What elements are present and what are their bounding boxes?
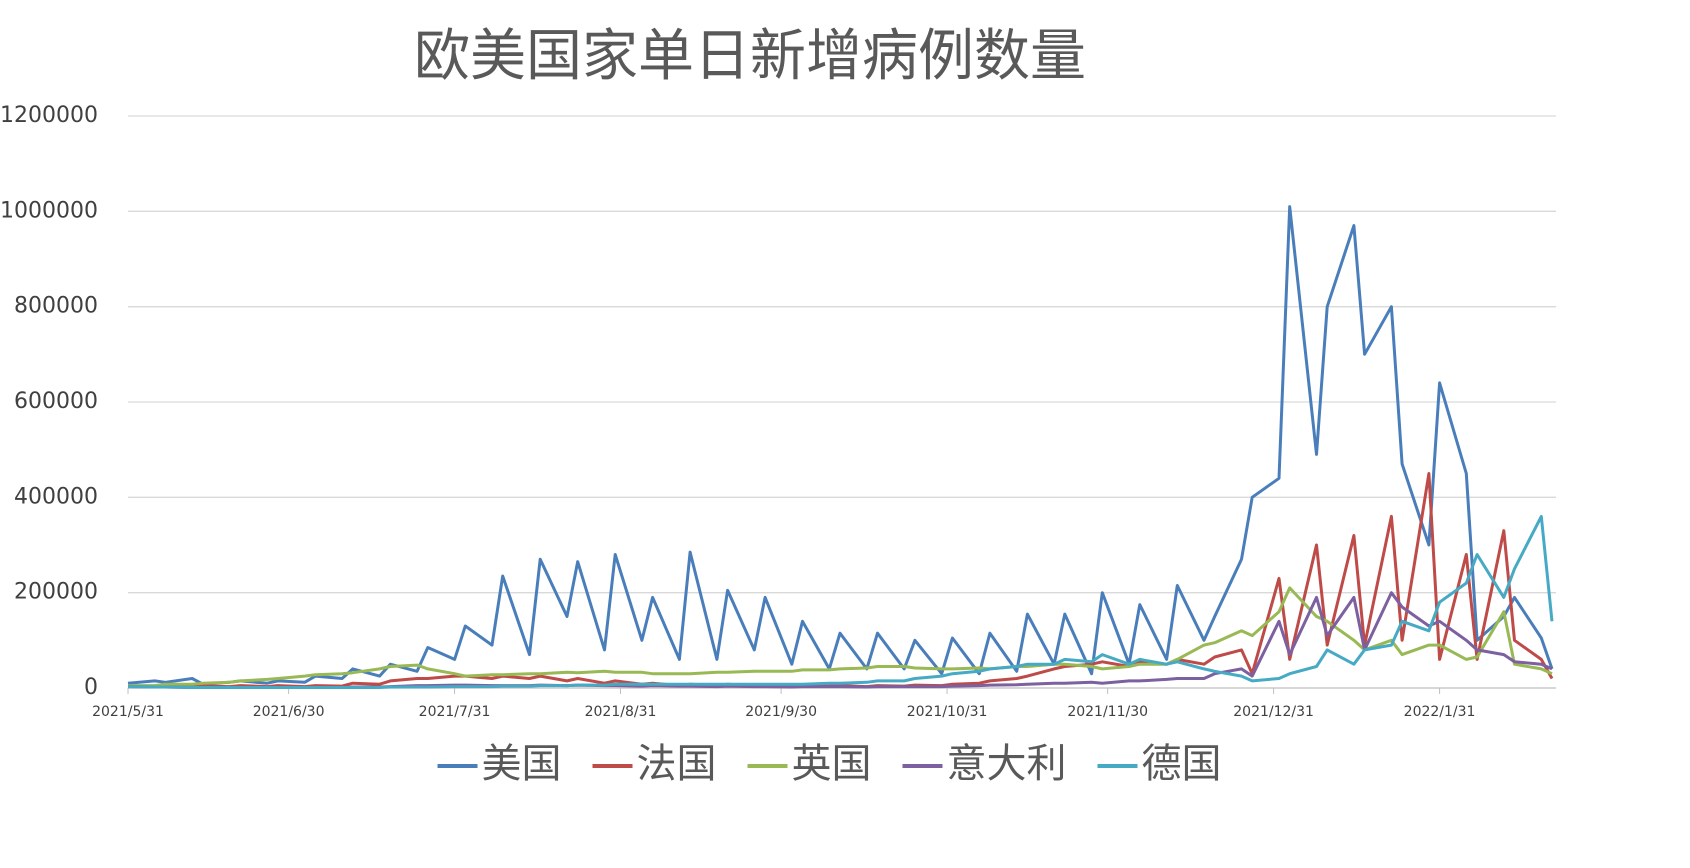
x-tick-label: 2021/10/31 [907,704,988,720]
x-tick-label: 2021/6/30 [253,704,325,720]
x-tick-label: 2021/5/31 [92,704,164,720]
x-tick-label: 2021/8/31 [585,704,657,720]
legend-label: 法国 [637,741,717,787]
series-line [127,514,1554,689]
y-tick-label: 800000 [14,294,98,319]
x-tick-label: 2021/7/31 [419,704,491,720]
series-line [128,586,1553,688]
x-tick-label: 2021/11/30 [1067,704,1148,720]
y-tick-label: 600000 [14,389,98,414]
legend-label: 德国 [1142,741,1222,787]
legend-label: 英国 [792,741,872,787]
legend-label: 意大利 [947,741,1067,787]
x-tick-label: 2021/9/30 [745,704,817,720]
y-tick-label: 200000 [14,580,98,605]
x-tick-label: 2022/1/31 [1404,704,1476,720]
x-tick-label: 2021/12/31 [1233,704,1314,720]
y-tick-label: 0 [84,675,98,700]
y-tick-label: 400000 [14,484,98,509]
legend-label: 美国 [482,741,562,787]
y-tick-label: 1200000 [0,103,98,128]
y-tick-label: 1000000 [0,198,98,223]
chart-title: 欧美国家单日新增病例数量 [414,24,1086,89]
series-line [127,205,1554,686]
